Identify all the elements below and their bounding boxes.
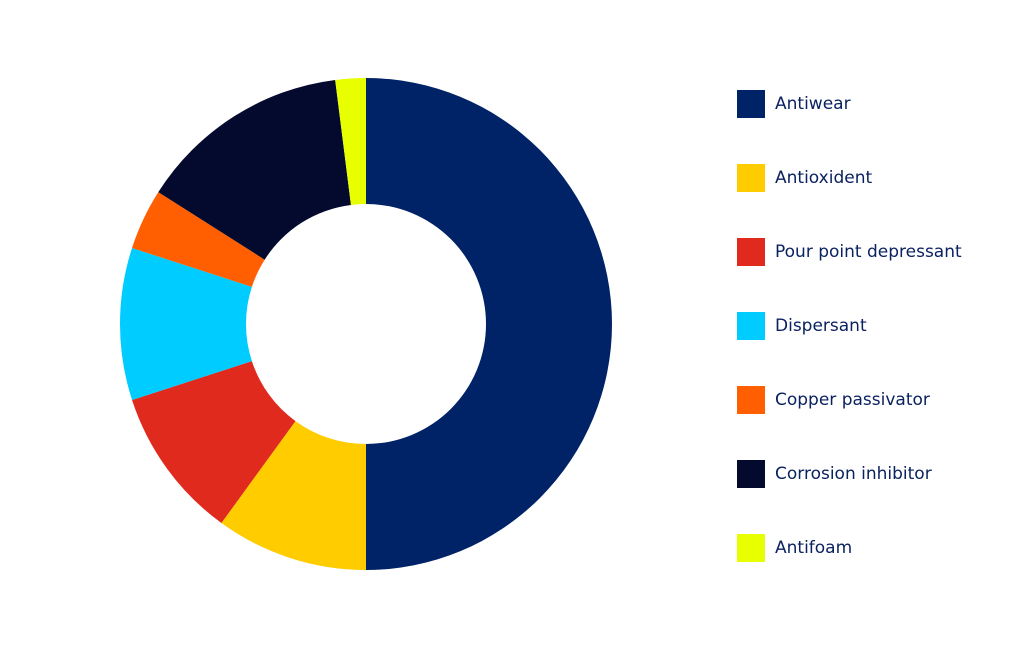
donut-slice xyxy=(132,361,296,524)
legend-label: Antifoam xyxy=(775,538,852,558)
donut-slice xyxy=(158,79,351,260)
donut-slice xyxy=(132,192,265,287)
legend-label: Corrosion inhibitor xyxy=(775,464,932,484)
legend-label: Pour point depressant xyxy=(775,242,962,262)
legend-label: Antioxident xyxy=(775,168,872,188)
legend-swatch xyxy=(737,238,765,266)
legend-swatch xyxy=(737,460,765,488)
legend-label: Antiwear xyxy=(775,94,851,114)
legend-swatch xyxy=(737,164,765,192)
legend-swatch xyxy=(737,534,765,562)
legend-swatch xyxy=(737,312,765,340)
legend-swatch xyxy=(737,386,765,414)
legend-swatch xyxy=(737,90,765,118)
donut-slice xyxy=(335,78,366,205)
donut-slice xyxy=(221,421,366,570)
legend-label: Dispersant xyxy=(775,316,867,336)
legend-label: Copper passivator xyxy=(775,390,930,410)
donut-slice xyxy=(366,78,612,570)
donut-slice xyxy=(120,247,252,401)
